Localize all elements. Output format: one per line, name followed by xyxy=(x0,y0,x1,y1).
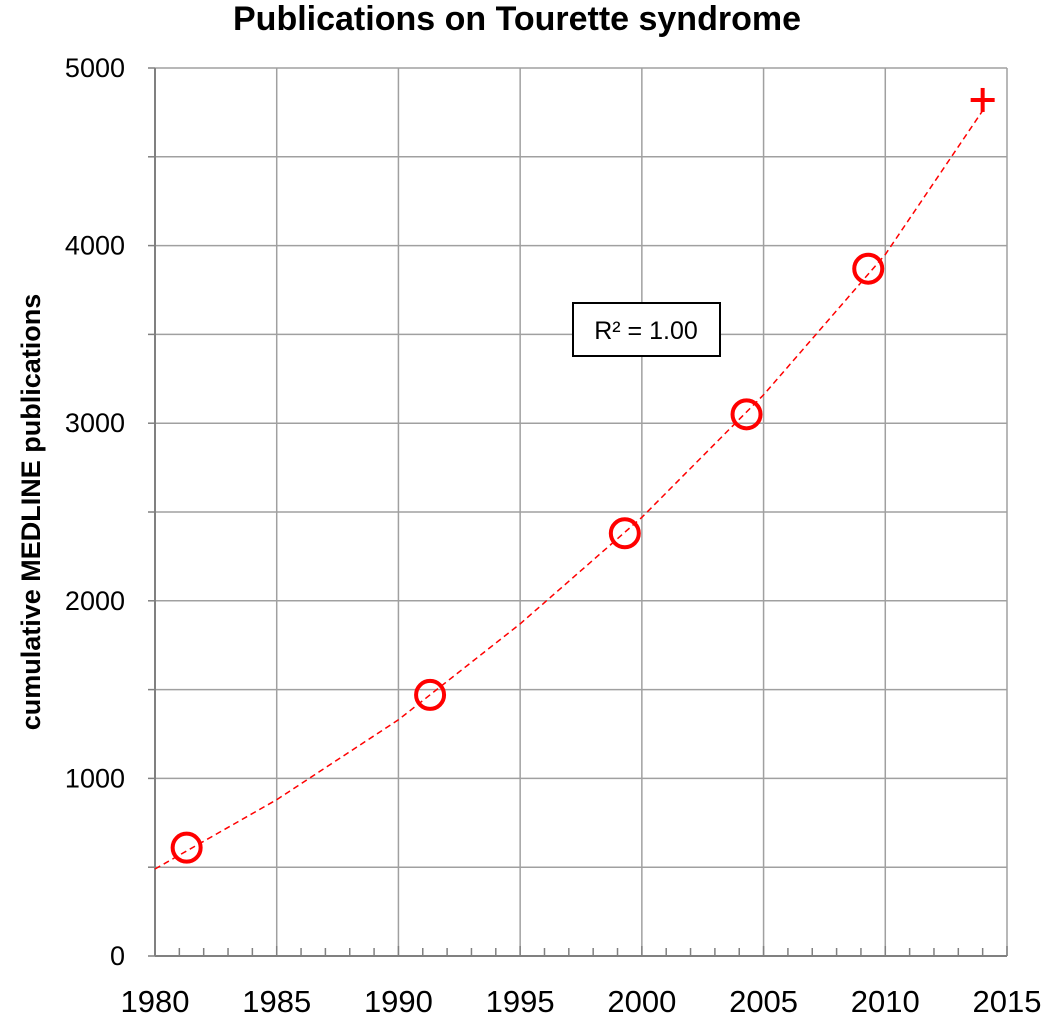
data-point xyxy=(414,678,447,711)
y-tick-label: 5000 xyxy=(65,53,125,83)
data-points xyxy=(170,87,995,864)
annotation-box-border xyxy=(572,302,721,357)
data-point xyxy=(608,517,641,550)
y-tick-label: 4000 xyxy=(65,231,125,261)
y-axis-label: cumulative MEDLINE publications xyxy=(16,294,46,731)
x-tick-labels: 1980 1985 1990 1995 2000 2005 2010 2015 xyxy=(121,984,1042,1019)
y-tick-label: 3000 xyxy=(65,408,125,438)
grid xyxy=(155,67,1008,956)
x-tick-label: 2000 xyxy=(607,984,676,1019)
x-tick-label: 2015 xyxy=(973,984,1042,1019)
chart-title: Publications on Tourette syndrome xyxy=(233,0,801,38)
data-point xyxy=(170,831,203,864)
y-tick-label: 2000 xyxy=(65,586,125,616)
x-tick-label: 1980 xyxy=(121,984,190,1019)
x-tick-label: 1990 xyxy=(364,984,433,1019)
trendline xyxy=(154,110,984,870)
x-tick-label: 2010 xyxy=(851,984,920,1019)
x-tick-label: 2005 xyxy=(729,984,798,1019)
y-tick-label: 1000 xyxy=(65,763,125,793)
y-tick-labels: 0 1000 2000 3000 4000 5000 xyxy=(65,53,125,971)
data-point-plus xyxy=(970,87,995,112)
axes xyxy=(148,67,1008,957)
data-point xyxy=(730,398,763,431)
r-squared-text: R² = 1.00 xyxy=(594,317,698,345)
data-point xyxy=(852,252,885,285)
r-squared-annotation: R² = 1.00 xyxy=(572,302,721,357)
x-tick-label: 1995 xyxy=(486,984,555,1019)
x-tick-label: 1985 xyxy=(242,984,311,1019)
y-tick-label: 0 xyxy=(110,941,125,971)
